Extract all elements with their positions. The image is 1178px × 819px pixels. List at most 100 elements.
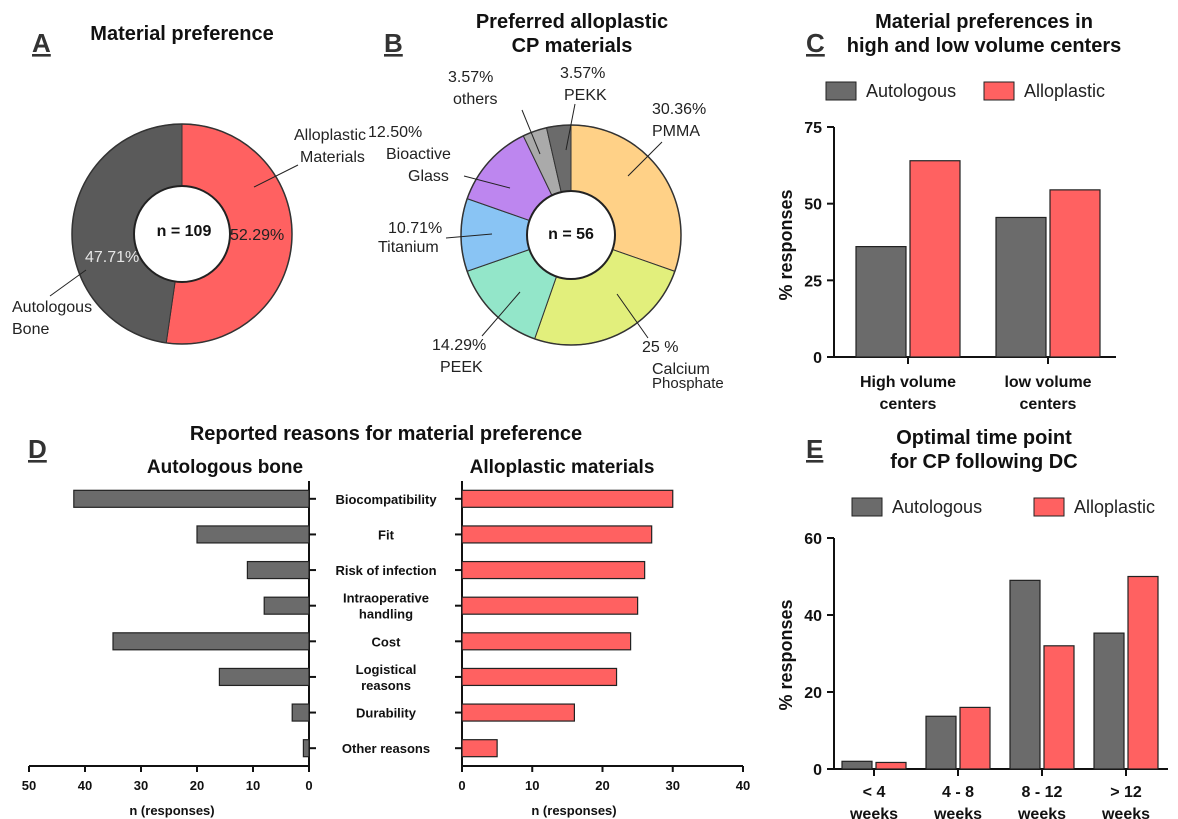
category-label: Durability <box>356 706 417 721</box>
category-label: Intraoperative <box>343 591 429 606</box>
right-x-tick-label: 30 <box>666 778 680 793</box>
category-label: handling <box>359 607 413 622</box>
legend-e-alloplastic-swatch <box>1033 497 1065 517</box>
category-label: Logistical <box>356 662 417 677</box>
left-x-tick-label: 10 <box>246 778 260 793</box>
panel-a: A Material preference n = 109 47.71% 52.… <box>12 23 366 345</box>
panel-d-title: Reported reasons for material preference <box>190 423 582 445</box>
pie-a-label-alloplastic-1: Alloplastic <box>294 127 366 144</box>
bar-autologous-4 <box>112 632 310 651</box>
pie-a-n-label: n = 109 <box>157 223 212 240</box>
category-label: Cost <box>372 634 402 649</box>
pie-b-label-ti-name: Titanium <box>378 239 439 256</box>
legend-c-alloplastic-label: Alloplastic <box>1024 81 1105 101</box>
pie-a-label-alloplastic-2: Materials <box>300 149 365 166</box>
bar-autologous-5 <box>218 667 310 687</box>
bar-alloplastic-0 <box>875 761 907 770</box>
right-x-tick-label: 10 <box>525 778 539 793</box>
pie-a-value-alloplastic: 52.29% <box>230 227 284 244</box>
pie-b-label-peek-name: PEEK <box>440 359 483 376</box>
y-tick-label: 50 <box>804 197 822 214</box>
panel-a-title: Material preference <box>90 23 273 45</box>
legend-c-autologous-swatch <box>825 81 857 101</box>
x-tick-label: weeks <box>1017 806 1066 819</box>
y-tick-label: 40 <box>804 608 822 625</box>
panel-e-title-2: for CP following DC <box>890 451 1077 473</box>
bar-alloplastic-1 <box>461 525 653 544</box>
chart-e-ylabel: % responses <box>776 599 796 710</box>
bar-alloplastic-1 <box>1049 189 1101 358</box>
pie-b-label-pekk-pct: 3.57% <box>560 65 605 82</box>
bar-autologous-0 <box>73 489 310 508</box>
bar-alloplastic-3 <box>461 596 639 615</box>
x-tick-label: weeks <box>933 806 982 819</box>
left-x-tick-label: 50 <box>22 778 36 793</box>
pie-b-label-pmma-name: PMMA <box>652 123 700 140</box>
pie-b-leader-pekk <box>565 103 576 151</box>
panel-e-letter: E <box>806 434 823 464</box>
x-tick-label: < 4 <box>863 784 886 801</box>
pie-b-label-others-name: others <box>453 91 497 108</box>
pie-b-label-cap-name1: Calcium <box>652 361 710 378</box>
y-tick-label: 25 <box>804 273 822 290</box>
pie-b-label-bg-pct: 12.50% <box>368 124 422 141</box>
panel-a-letter: A <box>32 28 51 58</box>
x-tick-label: > 12 <box>1110 784 1142 801</box>
panel-b-title-2: CP materials <box>512 35 633 57</box>
panel-e-title-1: Optimal time point <box>896 427 1072 449</box>
legend-e-autologous-label: Autologous <box>892 497 982 517</box>
panel-b-letter: B <box>384 28 403 58</box>
pie-b-label-pekk-name: PEKK <box>564 87 607 104</box>
bar-alloplastic-7 <box>461 739 498 758</box>
x-tick-label: centers <box>880 396 937 413</box>
panel-d-letter: D <box>28 434 47 464</box>
pie-b-label-cap-name2: Phosphate <box>652 375 724 392</box>
category-label: Fit <box>378 527 395 542</box>
x-tick-label: weeks <box>1101 806 1150 819</box>
pie-b-leader-others <box>521 109 541 155</box>
bar-autologous-2 <box>246 560 310 580</box>
bar-alloplastic-0 <box>461 489 674 508</box>
x-tick-label: centers <box>1020 396 1077 413</box>
chart-e-plot: 0 20 40 60 < 4 weeks 4 - 8 weeks 8 - 12 weeks > 12… <box>804 531 1168 819</box>
chart-c-ylabel: % responses <box>776 189 796 300</box>
right-x-tick-label: 40 <box>736 778 750 793</box>
panel-c-title-2: high and low volume centers <box>847 35 1122 57</box>
bar-autologous-1 <box>995 216 1047 358</box>
x-tick-label: weeks <box>849 806 898 819</box>
chart-d-right-xlabel: n (responses) <box>531 803 616 818</box>
right-x-tick-label: 20 <box>595 778 609 793</box>
pie-hole <box>133 185 231 283</box>
left-x-tick-label: 40 <box>78 778 92 793</box>
pie-b-label-cap-pct: 25 % <box>642 339 678 356</box>
panel-c-title-1: Material preferences in <box>875 11 1093 33</box>
bar-alloplastic-2 <box>1043 645 1075 770</box>
y-tick-label: 75 <box>804 120 822 137</box>
bar-autologous-2 <box>1009 579 1041 770</box>
panel-c: C Material preferences in high and low v… <box>776 11 1121 413</box>
panel-c-letter: C <box>806 28 825 58</box>
pie-outline <box>71 123 293 345</box>
pie-b-label-peek-pct: 14.29% <box>432 337 486 354</box>
right-x-tick-label: 0 <box>458 778 465 793</box>
pie-a-label-autologous-2: Bone <box>12 321 49 338</box>
chart-d-left-xlabel: n (responses) <box>129 803 214 818</box>
y-tick-label: 0 <box>813 762 822 779</box>
legend-e-autologous-swatch <box>851 497 883 517</box>
bar-alloplastic-3 <box>1127 575 1159 770</box>
pie-b-n-label: n = 56 <box>548 226 594 243</box>
pie-a-leader-alloplastic <box>253 164 299 188</box>
panel-b-title-1: Preferred alloplastic <box>476 11 668 33</box>
bar-autologous-7 <box>302 739 310 758</box>
panel-d-left-title: Autologous bone <box>147 457 303 478</box>
panel-d-right-title: Alloplastic materials <box>470 457 655 478</box>
y-tick-label: 0 <box>813 350 822 367</box>
bar-alloplastic-4 <box>461 632 632 651</box>
y-tick-label: 20 <box>804 685 822 702</box>
bar-autologous-3 <box>1093 632 1125 770</box>
pie-b-leader-bg <box>463 175 511 189</box>
left-x-tick-label: 30 <box>134 778 148 793</box>
pie-b-label-pmma-pct: 30.36% <box>652 101 706 118</box>
bar-alloplastic-1 <box>959 706 991 770</box>
